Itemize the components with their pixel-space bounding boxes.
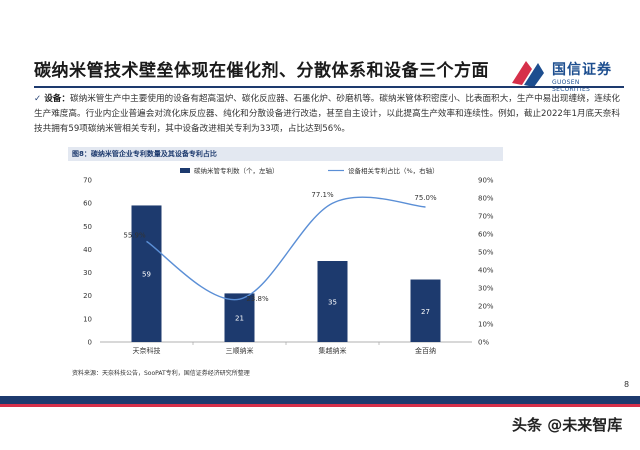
left-tick-label: 40 (83, 246, 92, 254)
left-tick-label: 60 (83, 200, 92, 208)
left-tick-label: 70 (83, 177, 92, 185)
category-label: 天奈科技 (133, 346, 161, 355)
footer-band (0, 396, 640, 404)
category-label: 金百纳 (415, 346, 436, 355)
right-tick-label: 20% (478, 303, 494, 311)
page-number: 8 (624, 380, 630, 389)
legend-line-label: 设备相关专利占比（%，右轴） (348, 166, 439, 175)
right-tick-label: 50% (478, 249, 494, 257)
line-value-label: 77.1% (311, 191, 334, 199)
source-note: 资料来源：天奈科技公告，SooPAT专利，国信证券经济研究所整理 (72, 370, 250, 377)
check-icon: ✓ (34, 94, 42, 104)
right-tick-label: 0% (478, 339, 489, 347)
right-tick-label: 40% (478, 267, 494, 275)
bar-value-label: 27 (421, 308, 430, 316)
chart-legend: 碳纳米管专利数（个，左轴） 设备相关专利占比（%，右轴） (180, 166, 439, 175)
company-logo: 国信证券 GUOSEN SECURITIES (508, 55, 618, 95)
chart-axes: 0 10 20 30 40 50 60 70 0% 10% 20% 30% 40% 50% 60% 70% 80… (83, 177, 494, 356)
line-path (146, 196, 426, 301)
line-value-label: 55.9% (123, 231, 146, 239)
right-tick-label: 60% (478, 231, 494, 239)
figure-caption: 图8：碳纳米管企业专利数量及其设备专利占比 (68, 147, 503, 161)
left-tick-label: 20 (83, 292, 92, 300)
right-tick-label: 30% (478, 285, 494, 293)
bar-value-label: 35 (328, 299, 337, 307)
bullet-paragraph: ✓ 设备：碳纳米管生产中主要使用的设备有超高温炉、碳化反应器、石墨化炉、砂磨机等。… (34, 92, 620, 137)
bar-value-label: 21 (235, 315, 244, 323)
bar-series: 59 21 35 27 (131, 205, 441, 342)
bar (224, 293, 255, 342)
right-tick-label: 90% (478, 177, 494, 185)
legend-bar-label: 碳纳米管专利数（个，左轴） (194, 166, 279, 175)
bar (131, 205, 162, 342)
bullet-body: 碳纳米管生产中主要使用的设备有超高温炉、碳化反应器、石墨化炉、砂磨机等。碳纳米管… (34, 94, 621, 134)
left-tick-label: 50 (83, 223, 92, 231)
right-tick-label: 10% (478, 321, 494, 329)
left-tick-label: 0 (88, 339, 92, 347)
line-value-label: 75.0% (414, 194, 437, 202)
logo-subtitle: GUOSEN SECURITIES (552, 79, 591, 93)
bullet-label: 设备： (44, 94, 70, 104)
right-tick-label: 80% (478, 195, 494, 203)
left-tick-label: 10 (83, 315, 92, 323)
slide-title: 碳纳米管技术壁垒体现在催化剂、分散体系和设备三个方面 (34, 61, 489, 81)
footer-accent (0, 404, 640, 407)
bar-value-label: 59 (142, 271, 151, 279)
title-divider (34, 86, 624, 88)
line-series: 55.9% 23.8% 77.1% 75.0% (123, 191, 437, 303)
bar (410, 279, 441, 342)
category-label: 集越纳米 (319, 346, 347, 355)
legend-bar-swatch (180, 168, 190, 173)
right-tick-label: 70% (478, 213, 494, 221)
logo-brand: 国信证券 (552, 62, 612, 78)
patent-chart: 碳纳米管专利数（个，左轴） 设备相关专利占比（%，右轴） 0 10 20 30 40 50… (83, 166, 494, 356)
logo-mark-icon (512, 61, 544, 87)
line-value-label: 23.8% (246, 295, 269, 303)
category-label: 三顺纳米 (226, 346, 254, 355)
left-tick-label: 30 (83, 269, 92, 277)
watermark: 头条 @未来智库 (512, 416, 623, 434)
bar (317, 261, 348, 342)
